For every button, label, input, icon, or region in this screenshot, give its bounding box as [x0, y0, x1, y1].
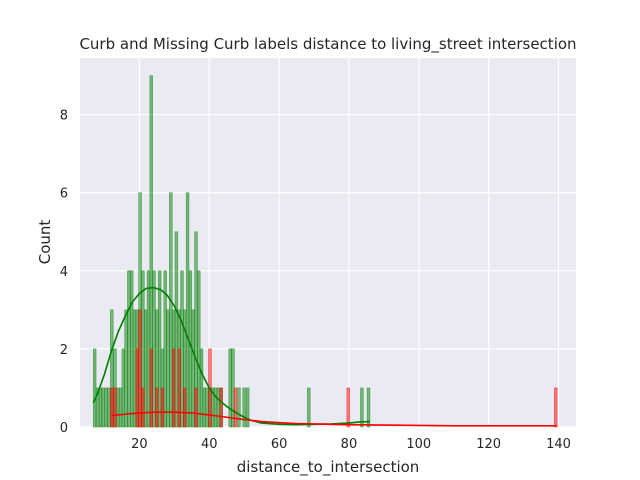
histogram-bar: [113, 387, 117, 428]
histogram-bar: [155, 387, 159, 428]
histogram-bar: [121, 348, 126, 428]
histogram-bar: [205, 387, 209, 428]
y-axis-label: Count: [36, 220, 54, 265]
histogram-bar: [157, 270, 162, 428]
histogram-bar: [124, 309, 128, 428]
histogram-bar: [160, 387, 165, 428]
histogram-bar: [146, 270, 151, 428]
y-tick-label: 8: [60, 109, 68, 124]
histogram-bar: [197, 270, 201, 428]
histogram-bar: [92, 348, 97, 428]
x-tick-label: 40: [201, 437, 218, 452]
histogram-bar: [233, 387, 238, 428]
histogram-bars: [92, 75, 558, 428]
histogram-bar: [366, 387, 371, 428]
histogram-bar: [169, 192, 173, 428]
histogram-bar: [110, 387, 114, 428]
histogram-bar: [177, 348, 181, 428]
y-tick-label: 2: [60, 343, 68, 358]
histogram-bar: [135, 348, 139, 428]
histogram-bar: [194, 387, 198, 428]
histogram-bar: [242, 387, 246, 428]
histogram-bar: [219, 387, 223, 428]
histogram-bar: [346, 387, 350, 428]
histogram-bar: [149, 348, 153, 428]
histogram-bar: [141, 387, 145, 428]
kde-curve-1: [92, 286, 370, 426]
histogram-bar: [118, 387, 123, 428]
histogram-bar: [171, 348, 176, 428]
histogram-bar: [307, 387, 311, 428]
y-tick-labels: 0 2 4 6 8: [60, 109, 68, 436]
histogram-bar: [116, 387, 120, 428]
histogram-bar: [95, 387, 100, 428]
x-tick-label: 60: [271, 437, 288, 452]
histogram-bar: [127, 270, 131, 428]
histogram-bar: [143, 309, 148, 428]
y-tick-label: 4: [60, 265, 68, 280]
histogram-bar: [191, 309, 195, 428]
kde-curves: [92, 286, 557, 427]
y-tick-label: 6: [60, 187, 68, 202]
x-tick-label: 80: [341, 437, 358, 452]
x-axis-label: distance_to_intersection: [237, 458, 420, 477]
histogram-bar: [174, 231, 179, 428]
histogram-bar: [199, 348, 204, 428]
chart-title: Curb and Missing Curb labels distance to…: [79, 35, 576, 54]
x-tick-label: 100: [406, 437, 431, 452]
histogram-bar: [183, 387, 187, 428]
histogram-bar: [129, 270, 134, 428]
y-tick-label: 0: [60, 421, 68, 436]
histogram-bar: [245, 387, 250, 428]
x-tick-label: 20: [131, 437, 148, 452]
kde-curve-2: [111, 411, 557, 427]
x-tick-labels: 20 40 60 80 100 120 140: [131, 437, 571, 452]
histogram-bar: [360, 387, 364, 428]
histogram-bar: [185, 192, 190, 428]
histogram-bar: [180, 270, 184, 428]
histogram-bar: [104, 387, 108, 428]
histogram-bar: [107, 387, 111, 428]
histogram-bar: [228, 348, 232, 428]
histogram-bar: [138, 309, 142, 428]
histogram-bar: [101, 387, 105, 428]
histogram-bar: [166, 309, 170, 428]
histogram-bar: [237, 387, 241, 428]
x-tick-label: 140: [546, 437, 571, 452]
x-tick-label: 120: [476, 437, 501, 452]
histogram-bar: [202, 387, 207, 428]
histogram-bar: [152, 270, 156, 428]
histogram-bar: [554, 387, 558, 428]
histogram-bar: [216, 387, 221, 428]
histogram-bar: [132, 309, 137, 428]
